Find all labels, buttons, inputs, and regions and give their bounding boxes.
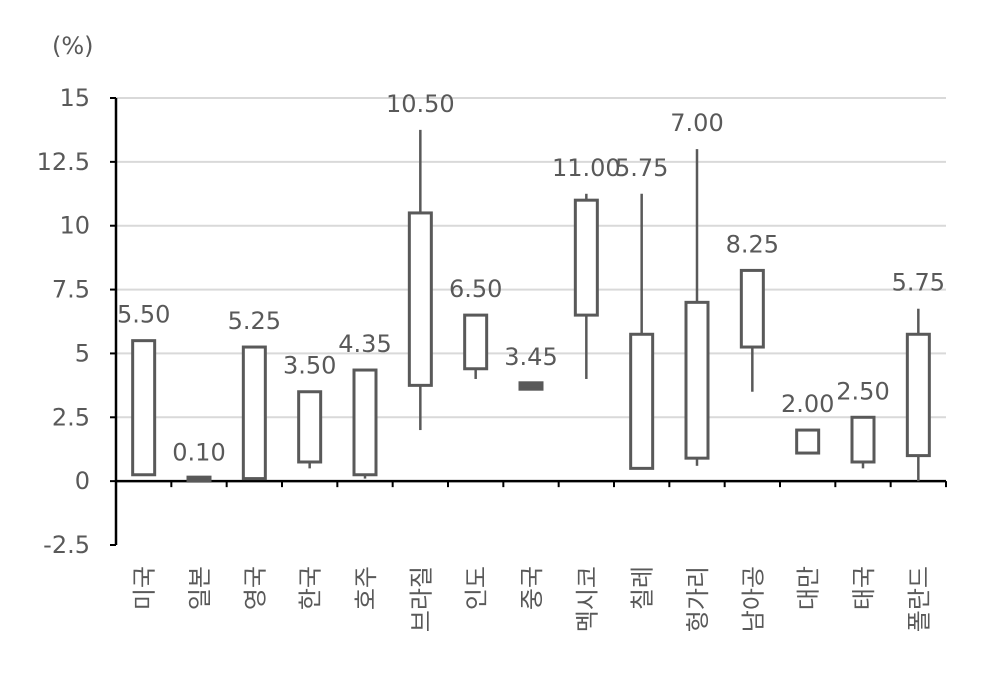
category-label: 남아공 [739, 566, 767, 632]
y-tick-label: 5 [75, 339, 90, 367]
category-label: 칠레 [629, 566, 657, 610]
axes [110, 97, 947, 546]
value-label: 10.50 [386, 90, 455, 118]
y-tick-labels: 15 12.5 10 7.5 5 2.5 0 -2.5 [37, 84, 90, 559]
category-label: 폴란드 [905, 566, 933, 632]
value-label: 3.50 [283, 352, 336, 380]
value-label: 5.75 [892, 269, 945, 297]
candle-body [463, 313, 489, 371]
candle-호주 [352, 368, 378, 479]
category-label: 호주 [352, 566, 380, 610]
category-label: 중국 [518, 566, 546, 610]
candle-대만 [795, 428, 821, 455]
value-label: 5.25 [228, 307, 281, 335]
candle-일본 [186, 475, 212, 483]
category-label: 미국 [131, 566, 159, 610]
candle-body [352, 368, 378, 477]
candle-영국 [241, 345, 267, 481]
value-label: 6.50 [449, 275, 502, 303]
candle-미국 [131, 339, 157, 477]
category-label: 헝가리 [684, 566, 712, 632]
value-labels: 5.500.105.253.504.3510.506.503.4511.005.… [117, 90, 945, 467]
candle-멕시코 [573, 193, 599, 379]
candle-body [518, 381, 544, 391]
candle-칠레 [629, 193, 655, 470]
category-label: 대만 [795, 566, 823, 610]
y-tick-label: 0 [75, 467, 90, 495]
y-tick-label: 7.5 [52, 276, 90, 304]
category-label: 한국 [297, 566, 325, 610]
candle-body [407, 211, 433, 387]
category-label: 멕시코 [573, 566, 601, 632]
candle-body [629, 332, 655, 470]
y-tick-label: 10 [59, 212, 90, 240]
candles [131, 129, 931, 483]
category-label: 영국 [241, 566, 269, 610]
value-label: 8.25 [726, 230, 779, 258]
y-tick-label: 12.5 [37, 148, 90, 176]
y-unit-label: (%) [52, 32, 94, 60]
candle-브라질 [407, 129, 433, 431]
y-tick-label: -2.5 [43, 531, 90, 559]
candle-body [131, 339, 157, 477]
candle-인도 [463, 313, 489, 379]
value-label: 2.50 [836, 377, 889, 405]
value-label: 7.00 [670, 109, 723, 137]
candle-한국 [297, 390, 323, 469]
candle-body [241, 345, 267, 481]
category-labels: 미국 일본 영국 한국 호주 브라질 인도 중국 멕시코 칠레 헝가리 남아공 대만 태국 폴란드 [131, 566, 934, 632]
candle-폴란드 [905, 308, 931, 482]
value-label: 3.45 [504, 343, 557, 371]
candle-body [684, 300, 710, 460]
candle-body [297, 390, 323, 464]
candle-body [186, 475, 212, 483]
candle-남아공 [739, 268, 765, 392]
category-label: 태국 [850, 566, 878, 610]
value-label: 0.10 [172, 439, 225, 467]
candle-body [739, 268, 765, 349]
category-label: 일본 [186, 566, 214, 610]
category-label: 브라질 [407, 566, 435, 632]
value-label: 5.75 [615, 154, 668, 182]
candle-body [905, 332, 931, 458]
candle-body [850, 415, 876, 464]
candle-body [795, 428, 821, 455]
value-label: 11.00 [552, 154, 621, 182]
candle-중국 [518, 381, 544, 391]
candle-헝가리 [684, 149, 710, 466]
y-tick-label: 15 [59, 84, 90, 112]
value-label: 2.00 [781, 390, 834, 418]
y-tick-label: 2.5 [52, 403, 90, 431]
candle-body [573, 198, 599, 317]
category-label: 인도 [463, 566, 491, 610]
candle-태국 [850, 415, 876, 469]
value-label: 5.50 [117, 301, 170, 329]
value-label: 4.35 [338, 330, 391, 358]
